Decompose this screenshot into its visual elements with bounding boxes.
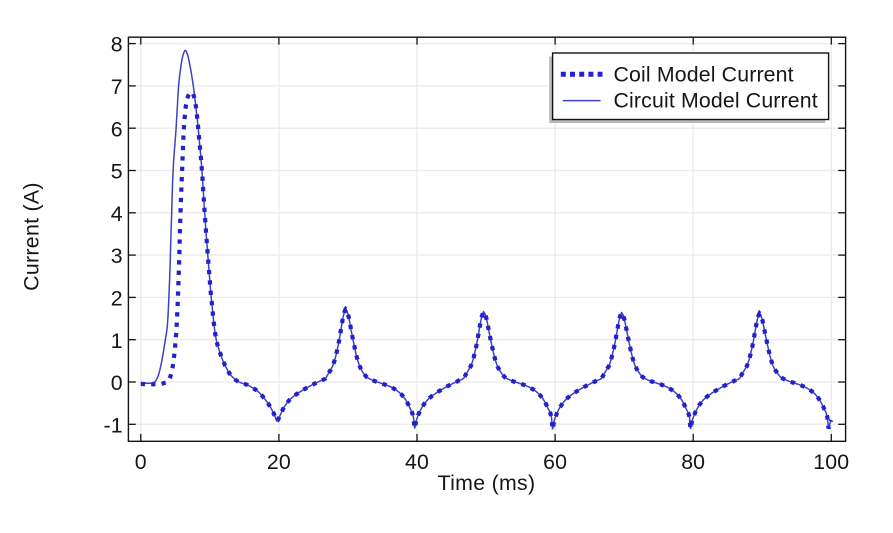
svg-text:0: 0 — [135, 450, 147, 474]
svg-text:Circuit Model Current: Circuit Model Current — [614, 89, 818, 113]
svg-text:Time (ms): Time (ms) — [438, 471, 536, 495]
svg-text:0: 0 — [111, 371, 123, 395]
svg-text:3: 3 — [111, 244, 123, 268]
svg-text:20: 20 — [267, 450, 291, 474]
svg-text:6: 6 — [111, 117, 123, 141]
svg-text:60: 60 — [543, 450, 567, 474]
svg-text:5: 5 — [111, 160, 123, 184]
svg-text:2: 2 — [111, 287, 123, 311]
svg-text:1: 1 — [111, 329, 123, 353]
svg-text:-1: -1 — [104, 413, 123, 437]
svg-text:8: 8 — [111, 33, 123, 57]
svg-text:Coil Model Current: Coil Model Current — [614, 63, 794, 87]
svg-text:4: 4 — [111, 202, 123, 226]
svg-text:Current (A): Current (A) — [20, 182, 44, 291]
svg-text:7: 7 — [111, 75, 123, 99]
svg-text:80: 80 — [681, 450, 705, 474]
svg-text:100: 100 — [813, 450, 849, 474]
svg-text:40: 40 — [405, 450, 429, 474]
